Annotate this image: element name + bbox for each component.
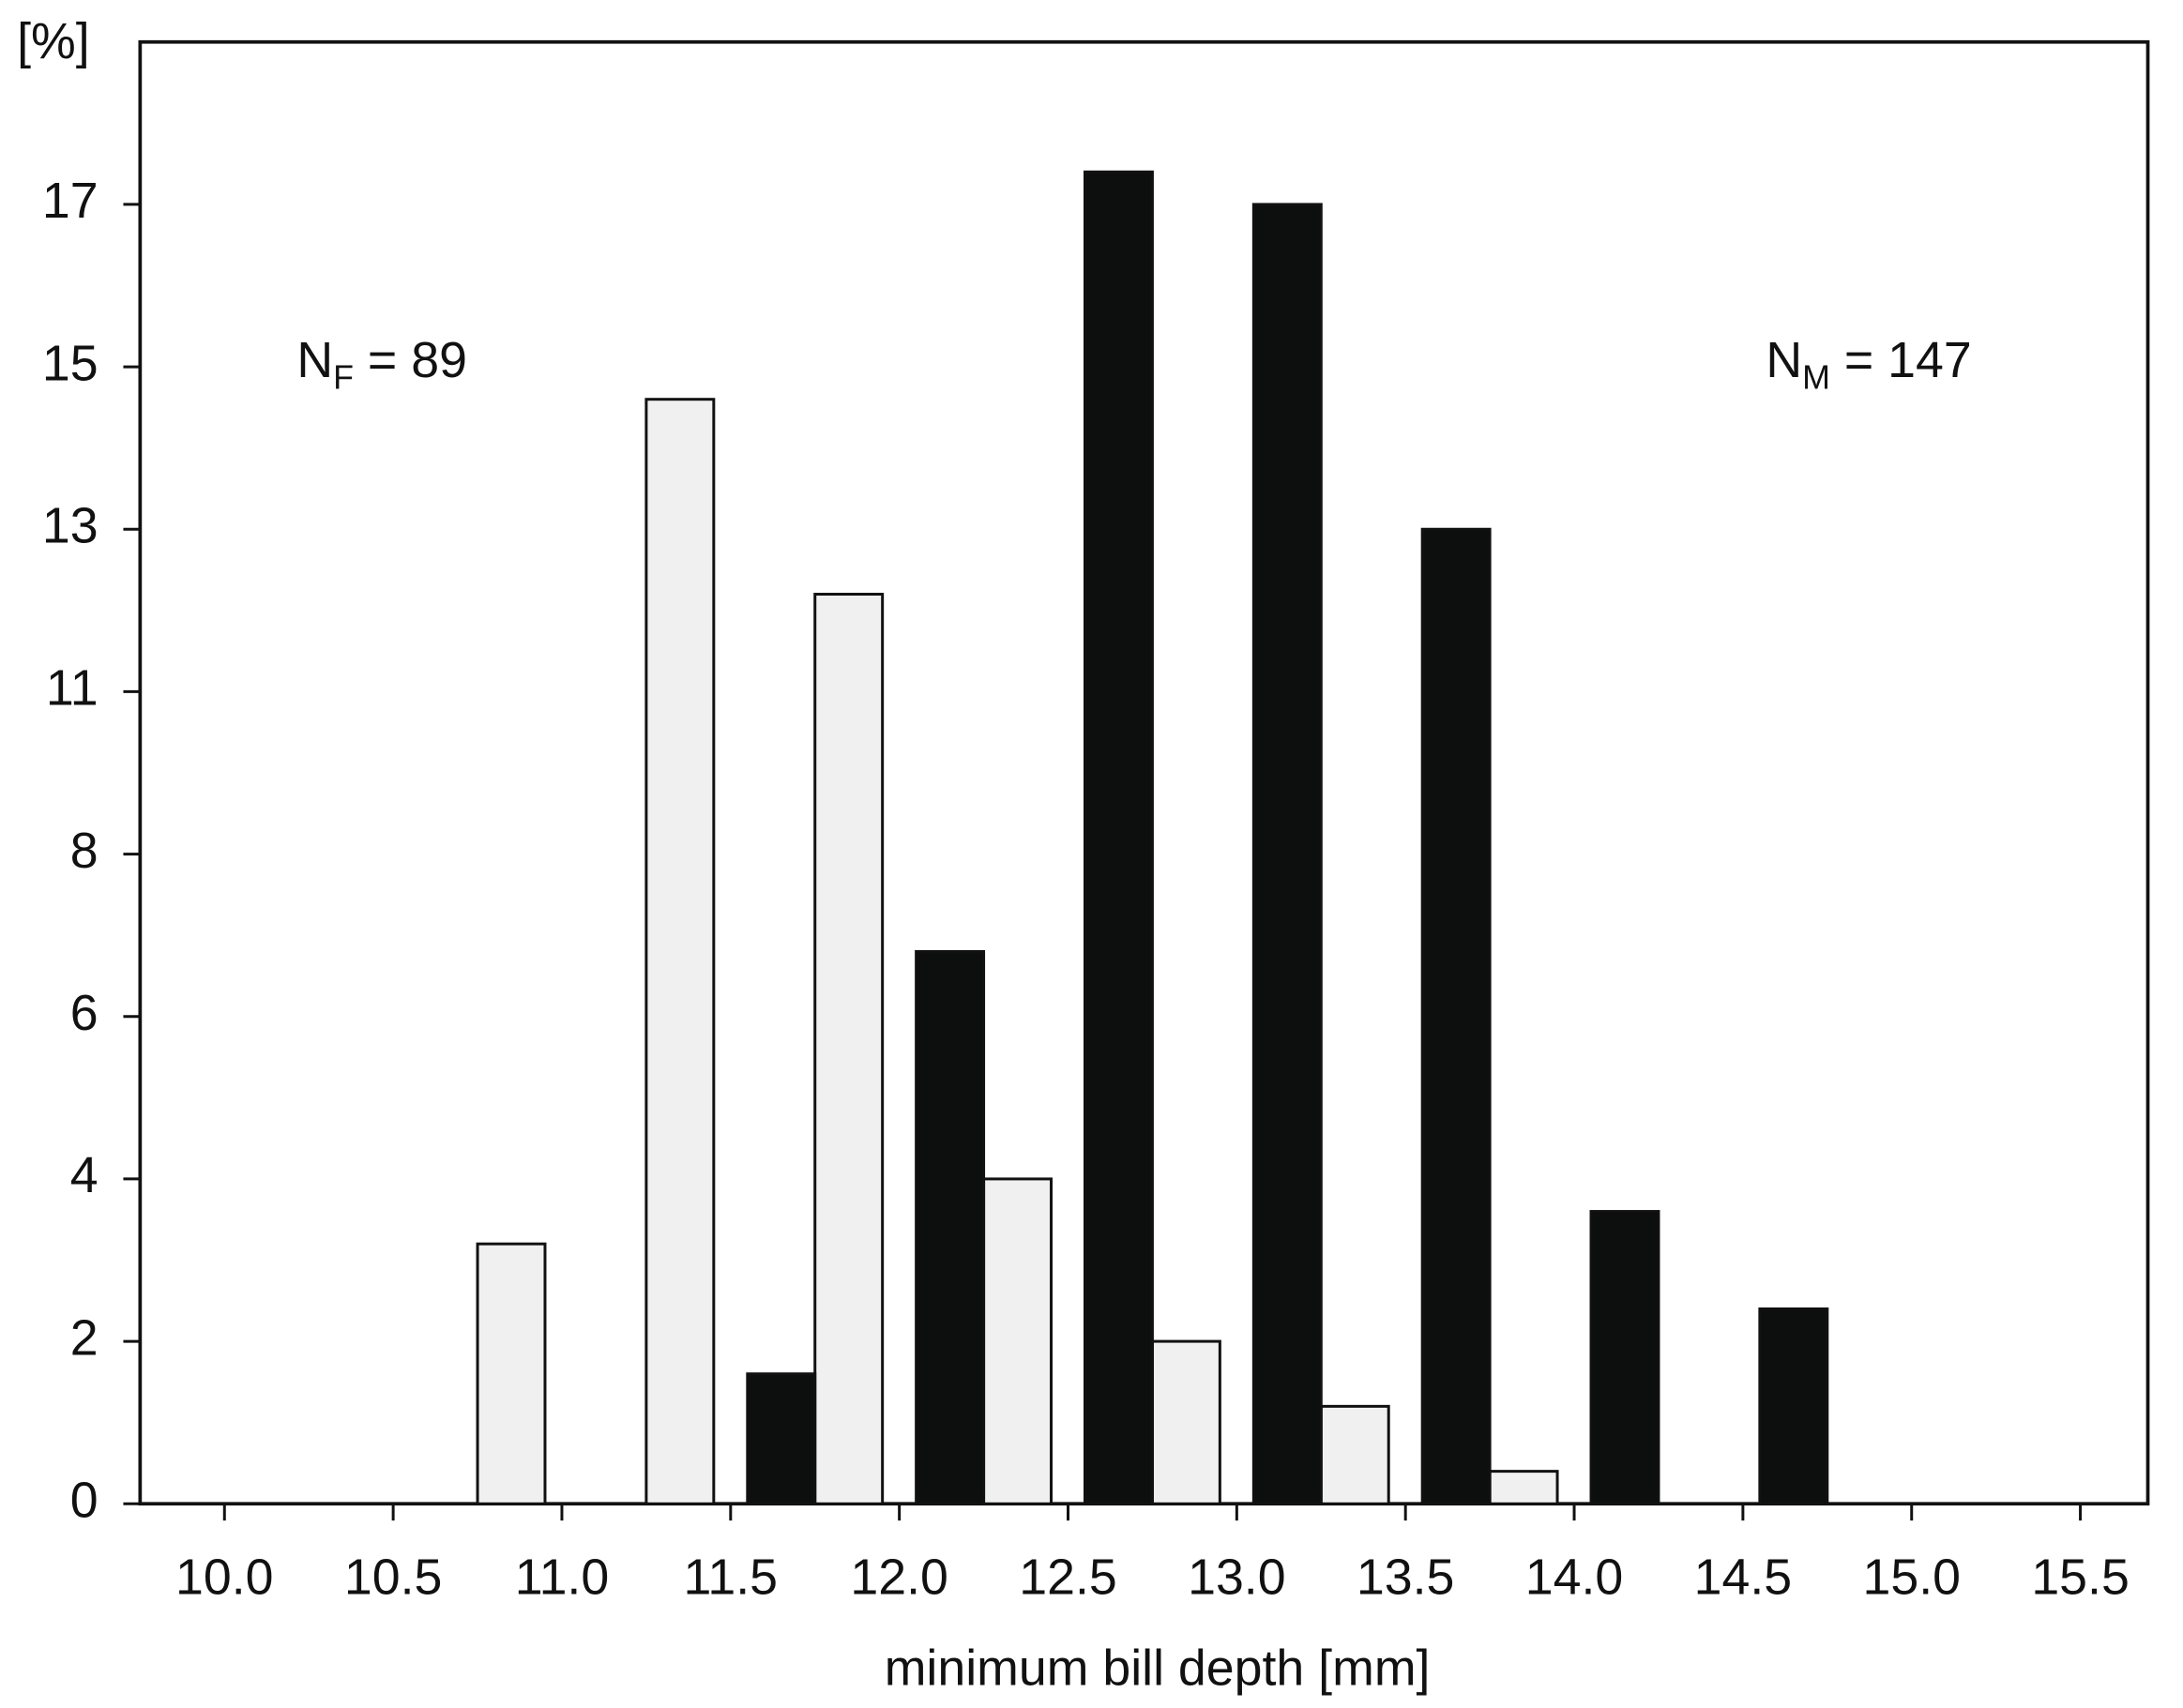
y-tick-label: 11	[46, 660, 99, 717]
x-tick-label: 10.5	[344, 1549, 443, 1605]
bar	[746, 1372, 817, 1505]
bar	[1758, 1307, 1829, 1505]
y-tick-label: 15	[42, 335, 99, 391]
y-tick-label: 6	[70, 985, 99, 1041]
y-tick-label: 8	[70, 823, 99, 879]
x-tick-label: 12.5	[1019, 1549, 1116, 1605]
annotation-sub: F	[333, 359, 354, 397]
y-tick-label: 2	[70, 1309, 99, 1366]
y-tick-label: 4	[70, 1147, 99, 1203]
bar	[1083, 170, 1154, 1505]
annotation-rest: = 89	[354, 332, 467, 388]
y-tick-label: 17	[42, 173, 99, 229]
x-tick-label: 15.5	[2031, 1549, 2130, 1605]
x-tick-label: 13.5	[1357, 1549, 1455, 1605]
bar	[1319, 1404, 1390, 1505]
annotation-rest: = 147	[1830, 332, 1972, 388]
bar	[1488, 1470, 1559, 1505]
annotation: NM = 147	[1766, 332, 1971, 397]
annotation-main: N	[1766, 332, 1802, 388]
y-axis-label: [%]	[17, 13, 90, 69]
x-tick-label: 13.0	[1188, 1549, 1286, 1605]
y-tick-label: 13	[42, 497, 99, 553]
y-tick-label: 0	[70, 1472, 99, 1528]
x-axis-label: minimum bill depth [mm]	[885, 1640, 1431, 1696]
x-tick-label: 15.0	[1862, 1549, 1960, 1605]
bar	[915, 949, 986, 1505]
x-tick-label: 10.0	[175, 1549, 274, 1605]
bar	[644, 398, 716, 1505]
x-tick-label: 11.5	[684, 1549, 779, 1605]
bar	[1420, 527, 1492, 1505]
bar	[1589, 1210, 1660, 1505]
bar	[476, 1242, 547, 1505]
bar	[813, 593, 885, 1505]
annotation-sub: M	[1802, 359, 1830, 397]
bar	[1251, 203, 1323, 1505]
x-tick-label: 11.0	[515, 1549, 610, 1605]
x-tick-label: 14.5	[1694, 1549, 1793, 1605]
bar	[1150, 1339, 1221, 1505]
x-tick-label: 12.0	[850, 1549, 948, 1605]
annotation-main: N	[296, 332, 333, 388]
bar	[982, 1177, 1054, 1505]
x-tick-label: 14.0	[1525, 1549, 1624, 1605]
annotation: NF = 89	[296, 332, 467, 397]
